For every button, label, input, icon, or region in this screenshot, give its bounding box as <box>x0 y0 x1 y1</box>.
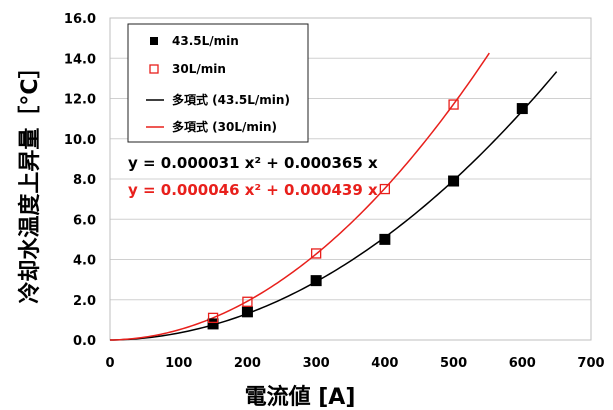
point-series0-2 <box>310 275 322 287</box>
y-tick-6.0: 6.0 <box>73 213 96 228</box>
y-tick-14.0: 14.0 <box>64 52 96 67</box>
equation-30: y = 0.000046 x² + 0.000439 x <box>128 181 378 199</box>
point-series1-4 <box>448 99 459 110</box>
legend-label-trend-30: 多項式 (30L/min) <box>172 119 277 134</box>
data-points <box>207 99 528 330</box>
point-series1-3 <box>379 183 391 195</box>
point-series0-1 <box>241 306 253 318</box>
trendlines <box>109 52 558 341</box>
point-series1-2 <box>310 248 322 259</box>
legend-label-43-5: 43.5L/min <box>172 34 239 48</box>
y-tick-2.0: 2.0 <box>73 294 96 309</box>
legend-label-30: 30L/min <box>172 62 226 76</box>
x-tick-200: 200 <box>234 356 261 371</box>
point-series0-3 <box>379 233 391 245</box>
equation-43-5: y = 0.000031 x² + 0.000365 x <box>128 154 378 172</box>
y-axis-title: 冷却水温度上昇量［°C］ <box>17 56 43 303</box>
legend-marker-43-5 <box>150 37 158 45</box>
trendline-equations: y = 0.000031 x² + 0.000365 x y = 0.00004… <box>128 154 378 199</box>
y-tick-0.0: 0.0 <box>73 334 96 349</box>
y-tick-10.0: 10.0 <box>64 133 96 148</box>
legend: 43.5L/min 30L/min 多項式 (43.5L/min) 多項式 (3… <box>127 23 309 143</box>
point-series0-4 <box>448 175 460 187</box>
legend-marker-30 <box>149 64 159 74</box>
x-tick-500: 500 <box>440 356 467 371</box>
x-tick-0: 0 <box>105 356 114 371</box>
point-series1-1 <box>242 296 253 307</box>
point-series0-5 <box>516 103 528 115</box>
x-axis-title: 電流値 [A] <box>245 384 356 410</box>
x-tick-labels: 0 100 200 300 400 500 600 700 <box>105 356 604 371</box>
y-tick-12.0: 12.0 <box>64 93 96 108</box>
trendline-0 <box>109 71 558 341</box>
x-tick-600: 600 <box>509 356 536 371</box>
y-tick-4.0: 4.0 <box>73 254 96 269</box>
point-series1-0 <box>207 312 219 324</box>
y-tick-labels: 0.0 2.0 4.0 6.0 8.0 10.0 12.0 14.0 16.0 <box>64 12 96 349</box>
legend-label-trend-43-5: 多項式 (43.5L/min) <box>172 92 290 107</box>
x-tick-400: 400 <box>371 356 398 371</box>
plot-area-border <box>109 17 592 341</box>
point-series0-0 <box>207 318 219 330</box>
x-tick-100: 100 <box>165 356 192 371</box>
y-tick-8.0: 8.0 <box>73 173 96 188</box>
y-tick-16.0: 16.0 <box>64 12 96 27</box>
x-tick-700: 700 <box>577 356 604 371</box>
trendline-1 <box>109 52 490 341</box>
x-tick-300: 300 <box>303 356 330 371</box>
